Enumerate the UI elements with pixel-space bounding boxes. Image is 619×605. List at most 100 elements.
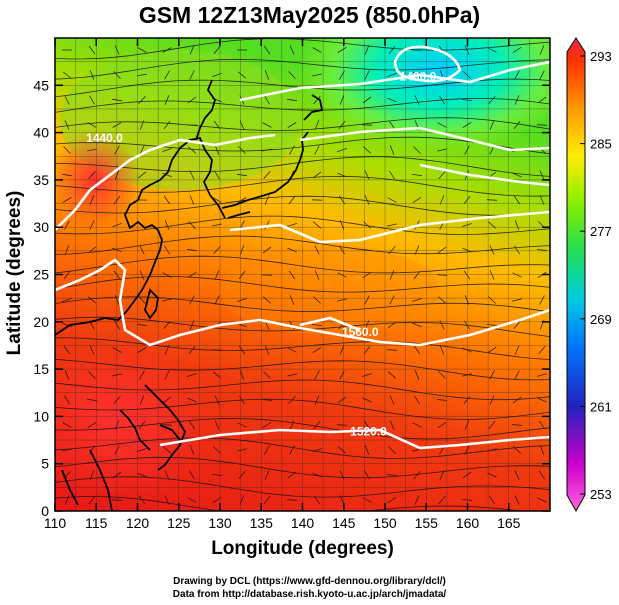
wind-arrow	[489, 395, 495, 405]
wind-arrow	[89, 95, 95, 105]
wind-arrow	[164, 370, 170, 380]
wind-arrow	[238, 146, 246, 154]
wind-arrow	[211, 474, 223, 476]
y-tick-label: 45	[33, 77, 49, 93]
wind-arrow	[539, 170, 545, 180]
wind-arrow	[139, 145, 145, 155]
wind-arrow	[89, 195, 95, 205]
wind-arrow	[287, 98, 297, 102]
wind-arrow	[88, 45, 96, 55]
wind-arrow	[412, 196, 422, 204]
height-contours	[55, 45, 550, 450]
wind-arrow	[412, 298, 422, 302]
wind-arrow	[288, 395, 296, 405]
wind-arrow	[263, 495, 271, 505]
wind-arrow	[286, 499, 298, 501]
wind-arrow	[337, 47, 347, 53]
streamline	[55, 358, 550, 381]
wind-arrow	[414, 95, 420, 105]
wind-arrow	[139, 395, 145, 405]
wind-arrow	[314, 270, 320, 280]
wind-arrow	[189, 470, 195, 480]
wind-arrow	[363, 470, 371, 480]
wind-arrow	[261, 399, 273, 401]
wind-arrow	[137, 171, 147, 179]
colorbar-tick-label: 277	[590, 224, 612, 239]
wind-arrow	[262, 246, 272, 254]
x-tick-label: 130	[208, 515, 232, 531]
wind-arrow	[437, 421, 447, 429]
streamline	[55, 379, 550, 401]
streamline	[55, 316, 550, 337]
wind-arrow	[314, 395, 320, 405]
wind-arrow	[363, 345, 371, 355]
wind-arrow	[238, 470, 246, 480]
wind-arrow	[289, 145, 295, 155]
wind-arrow	[387, 197, 397, 203]
wind-arrow	[461, 99, 473, 101]
wind-arrow	[438, 495, 446, 505]
wind-arrow	[163, 120, 171, 130]
streamline	[55, 276, 550, 293]
wind-arrow	[62, 298, 72, 302]
wind-arrow	[514, 470, 520, 480]
wind-arrow	[389, 145, 395, 155]
y-tick-label: 35	[33, 172, 49, 188]
colorbar-tick-label: 261	[590, 399, 612, 414]
y-axis-label: Latitude (degrees)	[4, 190, 25, 356]
wind-arrow	[237, 173, 247, 177]
wind-arrow	[164, 495, 170, 505]
wind-arrow	[336, 424, 348, 426]
wind-arrow	[314, 370, 320, 380]
wind-arrow	[489, 120, 495, 130]
wind-arrow	[488, 95, 496, 105]
wind-arrow	[512, 46, 522, 54]
wind-arrow	[437, 122, 447, 128]
streamline	[55, 38, 550, 60]
wind-arrow	[464, 145, 470, 155]
wind-arrow	[263, 371, 271, 379]
wind-arrow	[412, 322, 422, 328]
contour-labels: 1400.0 1440.0 1560.0 1520.0	[86, 70, 437, 439]
wind-arrow	[62, 322, 72, 328]
wind-arrow	[388, 371, 396, 379]
wind-arrow	[64, 95, 70, 105]
x-tick-label: 115	[85, 515, 108, 531]
y-tick-label: 20	[33, 314, 49, 330]
wind-arrow	[89, 220, 95, 230]
wind-arrow	[164, 345, 170, 355]
wind-arrow	[313, 420, 321, 430]
wind-arrow	[64, 370, 70, 380]
wind-arrow	[264, 70, 270, 80]
wind-arrow	[538, 345, 546, 355]
wind-arrow	[537, 373, 547, 377]
wind-arrow	[488, 296, 496, 304]
wind-arrow	[514, 95, 520, 105]
wind-arrow	[63, 345, 71, 355]
wind-arrow	[62, 197, 72, 203]
wind-arrow	[512, 172, 522, 178]
wind-arrow	[264, 345, 270, 355]
wind-arrow	[262, 421, 272, 429]
wind-arrow	[387, 223, 397, 227]
wind-arrow	[163, 195, 171, 205]
wind-arrow	[463, 195, 471, 205]
wind-arrow	[164, 95, 170, 105]
streamline	[55, 97, 550, 113]
wind-arrow	[487, 472, 497, 478]
wind-arrow	[338, 446, 346, 454]
wind-arrow	[139, 120, 145, 130]
wind-arrow	[237, 71, 247, 79]
wind-arrow	[63, 146, 71, 154]
wind-arrow	[364, 445, 370, 455]
wind-arrow	[464, 45, 470, 55]
wind-arrow	[389, 295, 395, 305]
wind-arrow	[339, 345, 345, 355]
wind-arrow	[264, 195, 270, 205]
wind-arrow	[364, 295, 370, 305]
wind-arrow	[62, 173, 72, 177]
y-tick-label: 5	[41, 456, 49, 472]
colorbar-body	[566, 37, 586, 513]
wind-arrow	[387, 496, 397, 504]
wind-arrow	[462, 247, 472, 253]
